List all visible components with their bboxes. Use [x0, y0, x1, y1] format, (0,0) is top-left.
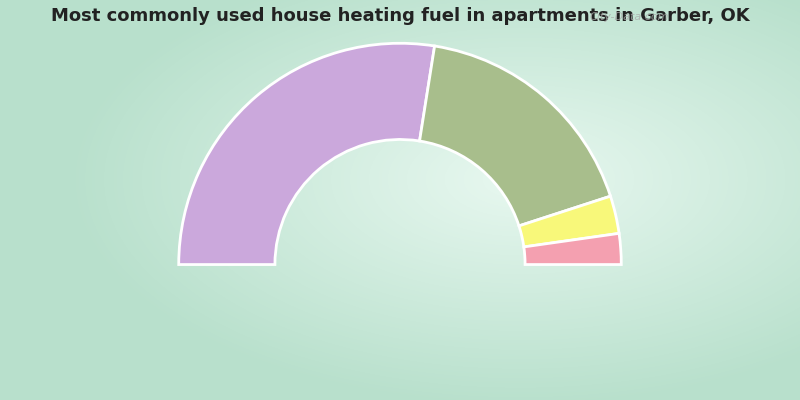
Text: Most commonly used house heating fuel in apartments in Garber, OK: Most commonly used house heating fuel in… [50, 7, 750, 25]
Wedge shape [524, 233, 622, 264]
Wedge shape [419, 46, 610, 226]
Wedge shape [178, 43, 434, 264]
Wedge shape [519, 196, 619, 247]
Text: City-Data.com: City-Data.com [590, 12, 670, 22]
